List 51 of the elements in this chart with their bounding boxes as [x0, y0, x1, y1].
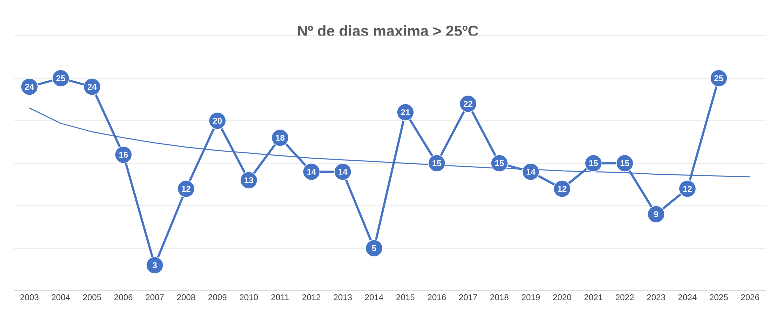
x-tick-label: 2026 — [741, 294, 760, 301]
data-label: 14 — [338, 169, 348, 175]
x-tick-label: 2007 — [146, 294, 164, 301]
data-label: 9 — [654, 212, 658, 218]
point — [366, 240, 384, 258]
data-label: 25 — [56, 76, 66, 82]
x-tick-label: 2022 — [616, 294, 634, 301]
x-tick-label: 2023 — [647, 294, 666, 301]
data-label: 15 — [495, 160, 504, 166]
x-tick-label: 2021 — [584, 294, 603, 301]
data-label: 15 — [589, 160, 598, 166]
data-label: 14 — [307, 169, 316, 175]
data-label: 24 — [88, 84, 98, 90]
chart-title: Nº de dias maxima > 25ºC — [298, 26, 478, 36]
x-tick-label: 2017 — [459, 294, 478, 301]
x-tick-label: 2012 — [302, 294, 321, 301]
point — [648, 206, 666, 224]
data-label: 25 — [714, 76, 724, 82]
data-label: 12 — [558, 186, 567, 192]
x-tick-label: 2024 — [678, 294, 697, 301]
x-tick-label: 2004 — [52, 294, 70, 301]
x-tick-label: 2006 — [114, 294, 133, 301]
data-label: 15 — [620, 160, 630, 166]
data-label: 13 — [244, 178, 254, 184]
x-tick-label: 2018 — [490, 294, 509, 301]
data-label: 12 — [182, 186, 191, 192]
data-label: 21 — [401, 110, 410, 116]
x-tick-label: 2014 — [365, 294, 384, 301]
data-label: 24 — [25, 84, 34, 90]
x-tick-label: 2011 — [272, 294, 290, 301]
x-tick-label: 2015 — [396, 294, 415, 301]
x-tick-label: 2003 — [20, 294, 39, 301]
data-label: 3 — [152, 262, 158, 269]
point — [146, 256, 164, 274]
data-label: 14 — [526, 169, 536, 175]
x-tick-label: 2025 — [710, 294, 728, 301]
x-tick-label: 2013 — [334, 294, 352, 301]
data-label: 12 — [683, 186, 692, 192]
data-label: 22 — [464, 101, 473, 107]
data-label: 18 — [276, 135, 285, 141]
data-label: 15 — [432, 160, 442, 166]
x-tick-label: 2009 — [208, 294, 227, 301]
x-tick-label: 2005 — [83, 294, 102, 301]
x-tick-label: 2010 — [240, 294, 258, 301]
data-label: 16 — [119, 152, 128, 158]
x-tick-label: 2020 — [553, 294, 572, 301]
x-tick-label: 2019 — [522, 294, 540, 301]
x-tick-label: 2008 — [177, 294, 196, 301]
data-label: 5 — [372, 246, 376, 252]
data-label: 20 — [213, 118, 222, 124]
x-tick-label: 2016 — [428, 294, 446, 301]
